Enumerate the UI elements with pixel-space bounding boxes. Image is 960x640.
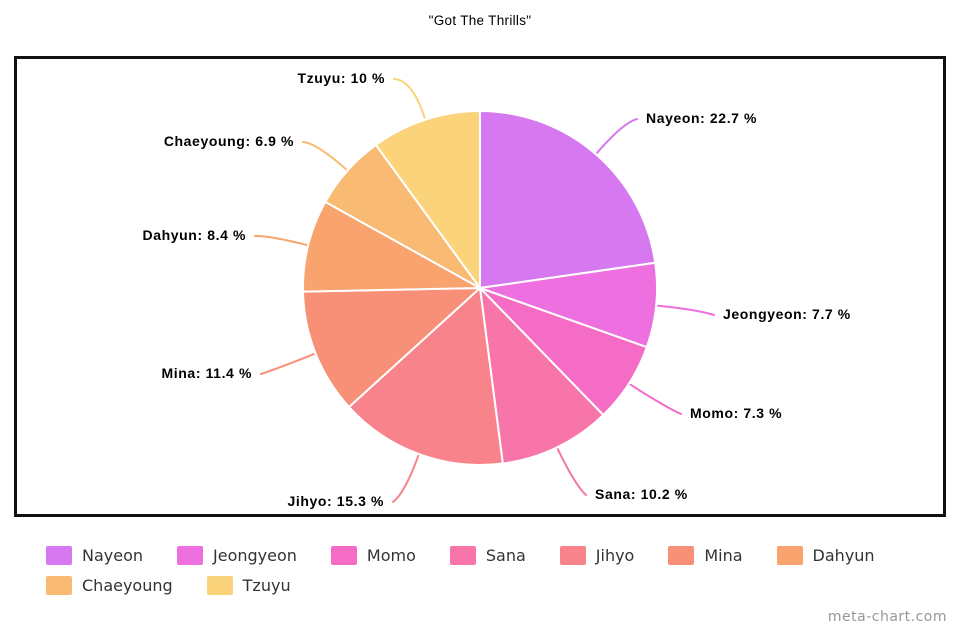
legend-label-tzuyu: Tzuyu [242, 576, 291, 595]
legend-item-mina: Mina [668, 546, 743, 565]
slice-label-jeongyeon: Jeongyeon: 7.7 % [723, 306, 851, 322]
legend-swatch-dahyun [776, 546, 803, 565]
slice-label-mina: Mina: 11.4 % [161, 365, 252, 381]
legend-label-jeongyeon: Jeongyeon [213, 546, 297, 565]
legend-swatch-nayeon [46, 546, 72, 565]
legend-label-jihyo: Jihyo [595, 546, 635, 565]
slice-label-dahyun: Dahyun: 8.4 % [142, 227, 246, 243]
legend-swatch-tzuyu [206, 576, 233, 595]
legend-label-dahyun: Dahyun [812, 546, 875, 565]
legend: Nayeon Jeongyeon Momo Sana Jihyo Mina Dahyun Ch… [46, 546, 930, 595]
slice-label-sana: Sana: 10.2 % [595, 486, 688, 502]
legend-item-jeongyeon: Jeongyeon [177, 546, 297, 565]
slice-label-momo: Momo: 7.3 % [690, 405, 783, 421]
legend-item-momo: Momo [330, 546, 416, 565]
legend-item-jihyo: Jihyo [559, 546, 635, 565]
chart-title: "Got The Thrills" [428, 13, 532, 28]
legend-swatch-jeongyeon [177, 546, 204, 565]
slice-label-nayeon: Nayeon: 22.7 % [646, 110, 758, 126]
legend-label-mina: Mina [704, 546, 743, 565]
slice-label-tzuyu: Tzuyu: 10 % [297, 70, 385, 86]
legend-item-sana: Sana [449, 546, 526, 565]
slice-label-chaeyoung: Chaeyoung: 6.9 % [163, 133, 294, 149]
legend-swatch-momo [330, 546, 357, 565]
legend-swatch-jihyo [559, 546, 586, 565]
legend-label-sana: Sana [485, 546, 526, 565]
legend-swatch-mina [668, 546, 695, 565]
legend-swatch-sana [449, 546, 476, 565]
legend-item-tzuyu: Tzuyu [206, 576, 291, 595]
legend-label-nayeon: Nayeon [82, 546, 144, 565]
legend-label-momo: Momo [366, 546, 416, 565]
legend-item-chaeyoung: Chaeyoung [46, 576, 173, 595]
legend-swatch-chaeyoung [46, 576, 72, 595]
slice-label-jihyo: Jihyo: 15.3 % [287, 493, 384, 509]
legend-item-nayeon: Nayeon [46, 546, 143, 565]
watermark: meta-chart.com [827, 609, 947, 625]
legend-label-chaeyoung: Chaeyoung [82, 576, 173, 595]
legend-item-dahyun: Dahyun [776, 546, 875, 565]
